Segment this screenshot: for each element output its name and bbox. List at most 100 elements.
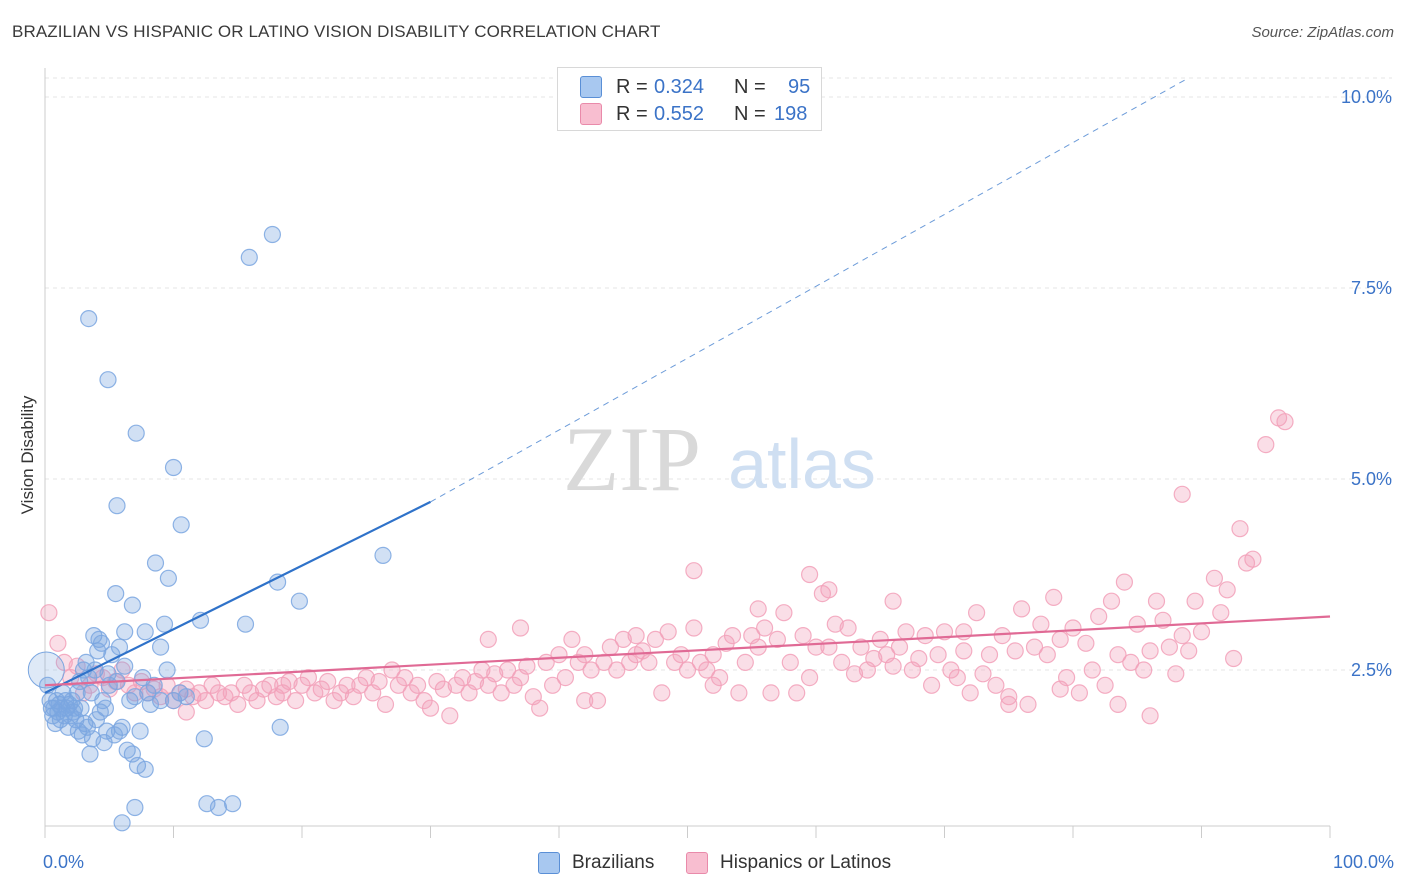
data-point (1012, 600, 1031, 618)
data-point (96, 699, 115, 717)
data-point (486, 665, 504, 683)
data-point (126, 798, 144, 817)
legend-label-brazilians: Brazilians (572, 852, 655, 873)
data-point (240, 248, 258, 266)
data-point (197, 691, 215, 710)
data-point (229, 695, 247, 714)
data-point (116, 657, 134, 675)
data-point (441, 707, 459, 725)
data-point (40, 604, 58, 622)
r-value: 0.324 (654, 75, 705, 98)
data-point (929, 646, 947, 664)
data-point (1135, 661, 1153, 679)
data-point (1186, 592, 1204, 610)
data-point (136, 623, 154, 641)
data-point (640, 653, 658, 672)
data-point (92, 634, 111, 652)
r-label: R = (616, 102, 648, 125)
data-point (136, 760, 154, 778)
data-point (396, 668, 414, 687)
x-tick-label-min: 0.0% (43, 852, 85, 872)
data-point (614, 630, 632, 649)
data-point (852, 638, 870, 656)
trend-line-hispanics (44, 615, 1331, 687)
trend-line-brazilians-extension (430, 77, 1189, 503)
data-point (80, 310, 98, 328)
legend-row-brazilians: R = 0.324 N = 95 (580, 75, 810, 99)
data-point (543, 676, 562, 694)
data-point (698, 661, 716, 679)
data-point (376, 695, 395, 714)
data-point (152, 691, 170, 710)
data-point (922, 676, 941, 694)
data-point (974, 665, 992, 683)
data-point (1025, 638, 1044, 656)
data-point (556, 668, 575, 687)
data-point (1064, 619, 1082, 637)
data-point (1128, 615, 1146, 633)
watermark: ZIP atlas (563, 408, 876, 510)
data-point (1083, 661, 1101, 679)
data-point (749, 600, 767, 618)
data-point (434, 680, 452, 698)
data-point (1147, 592, 1166, 610)
trend-lines (44, 77, 1331, 694)
legend-row-hispanics: R = 0.552 N = 198 (580, 102, 807, 126)
data-point (1160, 638, 1179, 656)
series-legend: Brazilians Hispanics or Latinos (0, 852, 1406, 878)
data-point (833, 653, 851, 672)
data-point (627, 626, 645, 645)
data-point (1115, 573, 1134, 591)
data-point (961, 684, 979, 702)
data-point (299, 668, 317, 687)
r-label: R = (616, 75, 648, 98)
y-axis-label: Vision Disability (18, 395, 37, 515)
data-point (653, 684, 671, 702)
data-point (1090, 607, 1108, 626)
trend-line-brazilians (44, 500, 431, 694)
data-point (1167, 665, 1185, 683)
data-point (897, 623, 915, 641)
data-point (646, 630, 665, 649)
legend-item-brazilians[interactable]: Brazilians (538, 852, 654, 874)
data-point (177, 703, 195, 721)
data-point (1173, 626, 1191, 645)
data-point (1096, 676, 1114, 694)
data-point (141, 695, 159, 714)
data-point (224, 795, 242, 813)
x-tick-label-max: 100.0% (1332, 852, 1394, 872)
data-point (274, 676, 292, 694)
data-point (935, 623, 954, 641)
data-point (164, 458, 183, 477)
legend-item-hispanics[interactable]: Hispanics or Latinos (686, 852, 891, 874)
data-point (409, 676, 427, 694)
data-point (890, 638, 909, 656)
data-point (1122, 653, 1140, 672)
axes (44, 68, 1331, 838)
data-point (736, 653, 754, 672)
data-point (518, 657, 536, 675)
data-point (1000, 695, 1018, 714)
data-point (1218, 581, 1236, 599)
data-point (108, 497, 126, 515)
legend-swatch-brazilians (580, 76, 602, 98)
data-point (113, 718, 131, 736)
data-point (788, 684, 806, 702)
data-point (1019, 695, 1037, 714)
data-point (263, 225, 281, 244)
data-point (87, 711, 106, 729)
chart-title: BRAZILIAN VS HISPANIC OR LATINO VISION D… (12, 22, 661, 41)
data-point (685, 562, 703, 580)
data-point (155, 615, 174, 633)
data-point (1192, 623, 1211, 641)
data-point (158, 661, 176, 679)
data-point (1109, 695, 1127, 714)
watermark-zip: ZIP (563, 408, 701, 510)
data-point (1102, 592, 1121, 610)
legend-swatch-hispanics (580, 103, 602, 125)
data-point (287, 691, 305, 710)
data-point (1205, 569, 1224, 587)
data-point (672, 646, 690, 664)
data-point (576, 691, 594, 710)
legend-label-hispanics: Hispanics or Latinos (720, 852, 892, 873)
